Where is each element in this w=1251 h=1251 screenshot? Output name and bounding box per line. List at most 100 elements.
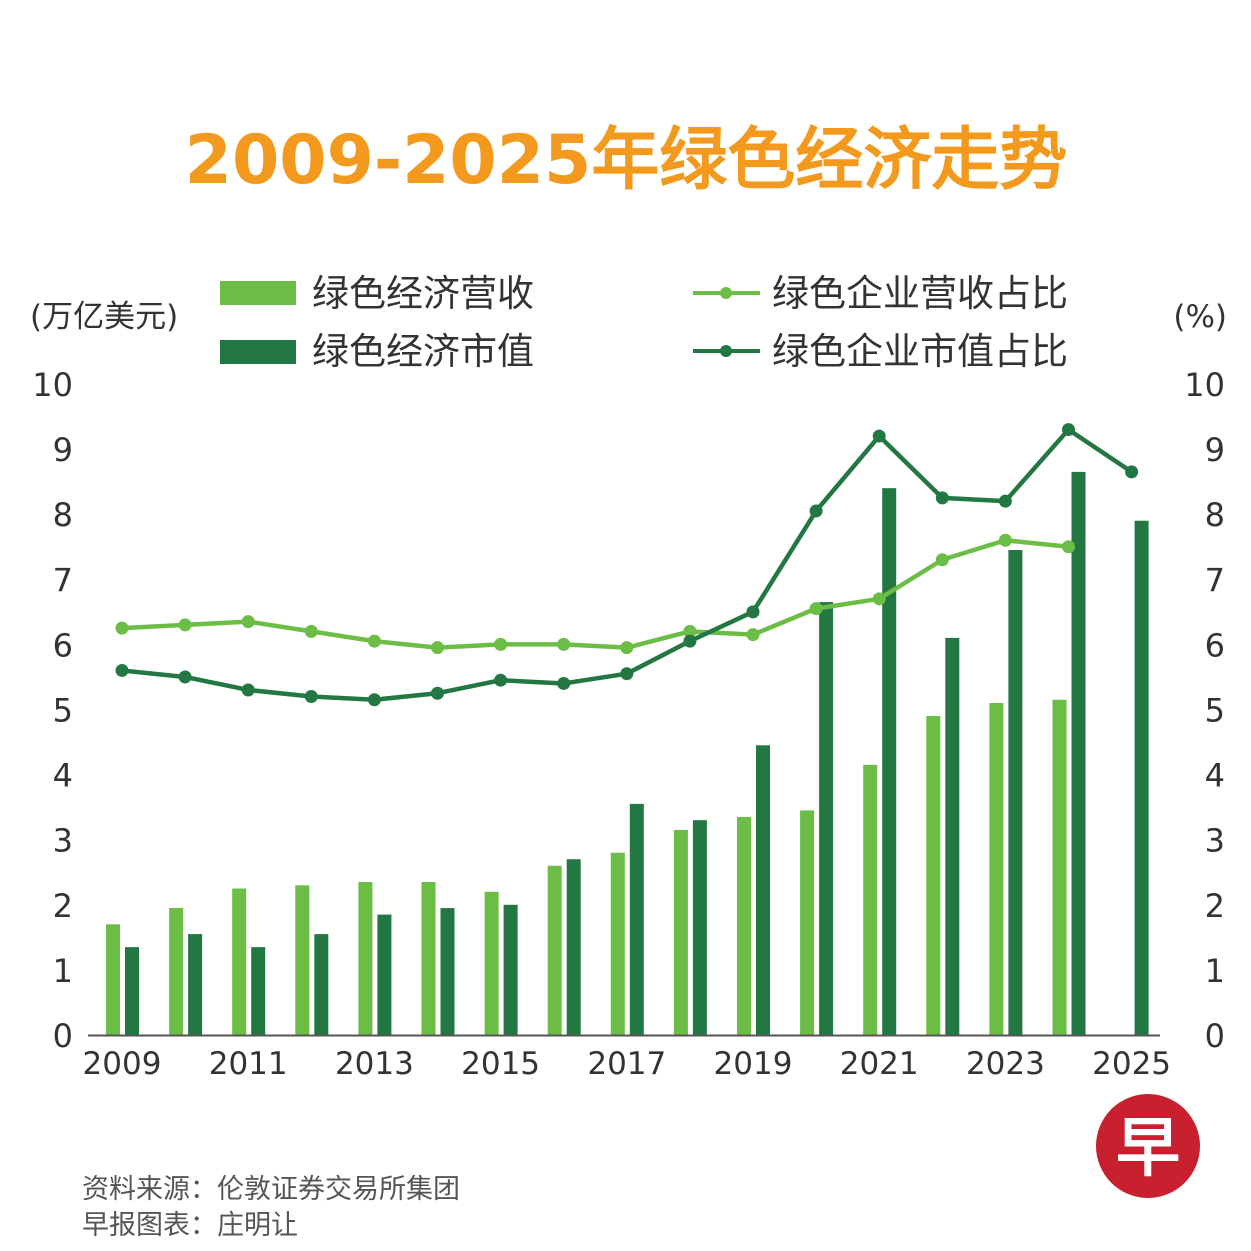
legend-label-market-share: 绿色企业市值占比	[772, 330, 1068, 373]
zaobao-logo: 早	[1096, 1094, 1200, 1198]
revenue-share-point-2023	[998, 533, 1012, 547]
market-share-line	[121, 427, 1133, 702]
legend-marker-market-share	[720, 345, 732, 357]
right-axis-ticks: 0 1 2 3 4 5 6 7 8 9 10	[1184, 366, 1225, 1055]
left-y-tick-label: 8	[53, 496, 73, 534]
revenue-share-point-2014	[431, 641, 444, 655]
market-bar-2018	[692, 820, 707, 1035]
market-bar-2021	[882, 488, 897, 1035]
left-y-tick-label: 1	[53, 952, 73, 990]
revenue-share-point-2016	[557, 637, 571, 651]
bars	[106, 471, 1149, 1035]
right-y-tick-label: 5	[1205, 692, 1225, 730]
revenue-share-line	[121, 537, 1069, 650]
market-bar-2017	[629, 803, 644, 1035]
revenue-share-point-2017	[620, 641, 634, 655]
market-bar-2019	[756, 745, 770, 1035]
revenue-bar-2015	[484, 891, 499, 1035]
market-share-point-2013	[367, 693, 381, 707]
revenue-share-point-2011	[241, 615, 255, 629]
x-tick-label: 2009	[83, 1046, 162, 1082]
market-share-point-2024	[1062, 423, 1075, 437]
logo-char: 早	[1116, 1112, 1180, 1186]
market-bar-2009	[125, 947, 139, 1035]
source-line-1: 资料来源：伦敦证券交易所集团	[82, 1174, 460, 1205]
market-bar-2025	[1134, 520, 1149, 1035]
revenue-bar-2020	[800, 810, 815, 1035]
x-tick-label: 2021	[840, 1046, 919, 1082]
revenue-bar-2014	[421, 882, 436, 1035]
market-share-point-2025	[1125, 465, 1139, 479]
lines	[115, 423, 1139, 707]
source-line-2: 早报图表：庄明让	[82, 1210, 298, 1241]
revenue-bar-2018	[673, 829, 688, 1035]
left-y-tick-label: 7	[53, 561, 73, 599]
right-y-tick-label: 9	[1205, 431, 1225, 469]
right-axis-unit: (%)	[1173, 299, 1227, 335]
revenue-bar-2024	[1052, 699, 1067, 1035]
market-share-point-2012	[304, 689, 318, 703]
market-bar-2012	[314, 934, 329, 1035]
x-tick-label: 2017	[587, 1046, 666, 1082]
legend: 绿色经济营收 绿色经济市值 绿色企业营收占比 绿色企业市值占比	[220, 272, 1068, 373]
market-share-point-2023	[998, 494, 1012, 508]
market-share-point-2009	[115, 663, 129, 677]
legend-marker-revenue-share	[720, 287, 732, 299]
market-share-point-2022	[935, 491, 949, 505]
right-y-tick-label: 7	[1205, 561, 1225, 599]
market-share-point-2019	[746, 605, 760, 619]
revenue-share-point-2012	[304, 624, 318, 638]
revenue-share-point-2018	[683, 624, 697, 638]
right-y-tick-label: 10	[1184, 366, 1225, 404]
revenue-bar-2022	[926, 716, 941, 1035]
revenue-share-point-2019	[746, 628, 760, 642]
revenue-share-point-2015	[494, 637, 508, 651]
market-bar-2023	[1008, 550, 1023, 1035]
market-share-point-2021	[872, 429, 886, 443]
legend-label-market-bar: 绿色经济市值	[312, 330, 534, 373]
chart-title: 2009-2025年绿色经济走势	[185, 121, 1068, 200]
legend-swatch-market-bar	[220, 340, 296, 364]
market-share-point-2010	[178, 670, 192, 684]
right-y-tick-label: 4	[1205, 757, 1225, 795]
x-tick-label: 2015	[461, 1046, 540, 1082]
market-bar-2020	[819, 602, 834, 1035]
market-share-point-2011	[241, 683, 255, 697]
market-bar-2014	[440, 908, 455, 1035]
market-share-point-2014	[431, 686, 444, 700]
left-y-tick-label: 4	[53, 757, 73, 795]
revenue-bar-2013	[358, 882, 373, 1035]
market-share-point-2018	[683, 634, 697, 648]
right-y-tick-label: 8	[1205, 496, 1225, 534]
left-y-tick-label: 5	[53, 692, 73, 730]
revenue-share-point-2021	[872, 592, 886, 606]
market-bar-2013	[377, 914, 392, 1035]
market-bar-2016	[566, 859, 581, 1035]
right-y-tick-label: 6	[1205, 626, 1225, 664]
revenue-bar-2019	[737, 816, 751, 1035]
left-y-tick-label: 0	[53, 1017, 73, 1055]
right-y-tick-label: 2	[1205, 887, 1225, 925]
legend-label-revenue-share: 绿色企业营收占比	[772, 272, 1068, 315]
x-axis-ticks: 2009 2011 2013 2015 2017 2019 2021 2023 2025	[83, 1046, 1172, 1082]
revenue-share-point-2024	[1062, 540, 1075, 554]
revenue-bar-2023	[989, 702, 1004, 1035]
revenue-bar-2009	[106, 924, 120, 1035]
left-y-tick-label: 9	[53, 431, 73, 469]
x-tick-label: 2013	[335, 1046, 414, 1082]
left-y-tick-label: 10	[32, 366, 73, 404]
revenue-bar-2012	[295, 885, 310, 1035]
revenue-share-point-2010	[178, 618, 192, 632]
market-bar-2011	[251, 947, 266, 1035]
market-bar-2015	[503, 904, 518, 1035]
revenue-share-point-2022	[935, 553, 949, 567]
market-share-point-2020	[809, 504, 823, 518]
right-y-tick-label: 1	[1205, 952, 1225, 990]
revenue-bar-2011	[232, 888, 247, 1035]
market-bar-2022	[945, 637, 960, 1035]
revenue-share-point-2013	[367, 634, 381, 648]
market-share-point-2015	[494, 673, 508, 687]
revenue-bar-2021	[863, 764, 878, 1035]
left-y-tick-label: 2	[53, 887, 73, 925]
